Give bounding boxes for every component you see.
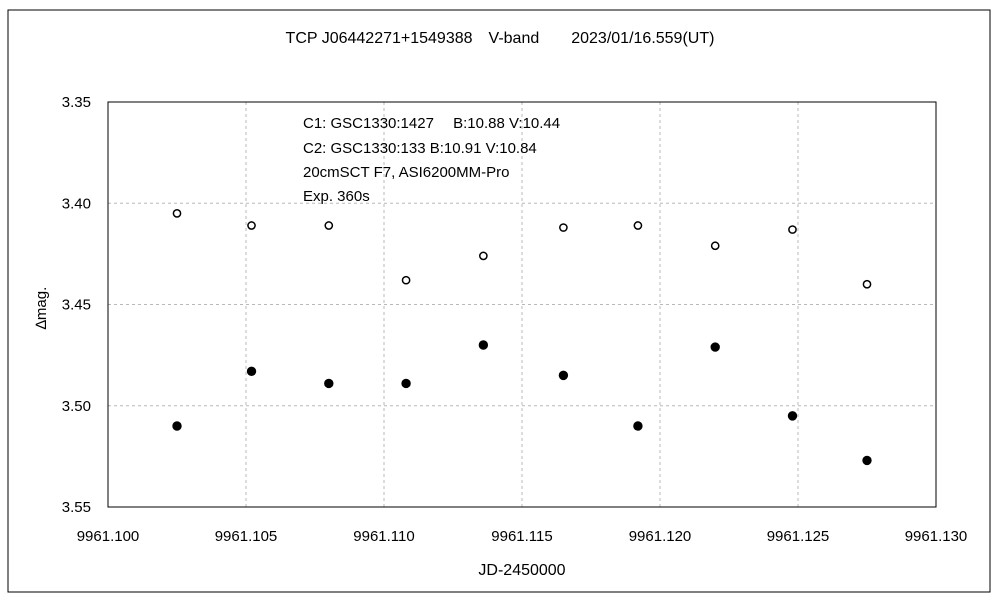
chart-frame — [7, 9, 991, 593]
annotation-line-2: C2: GSC1330:133 B:10.91 V:10.84 — [303, 140, 537, 157]
filled-circle-point — [478, 340, 489, 350]
open-circle-point — [788, 225, 797, 234]
y-tick-label: 3.35 — [62, 94, 91, 111]
grid-layer — [108, 102, 936, 507]
series-1 — [172, 209, 872, 289]
open-circle-point — [247, 221, 256, 230]
x-tick-label: 9961.115 — [491, 528, 552, 545]
open-circle-point — [324, 221, 334, 230]
filled-circle-point — [324, 378, 334, 389]
x-tick-labels: 9961.100 9961.105 9961.110 9961.115 9961.120… — [77, 528, 968, 545]
y-tick-label: 3.50 — [62, 398, 91, 415]
filled-circle-point — [558, 370, 569, 381]
x-tick-label: 9961.100 — [77, 528, 140, 545]
annotation-line-4: Exp. 360s — [303, 188, 370, 205]
y-tick-label: 3.45 — [62, 297, 91, 314]
annotation-line-1: C1: GSC1330:1427 B:10.88 V:10.44 — [303, 115, 560, 132]
chart-title: TCP J06442271+1549388 V-band 2023/01/16.… — [286, 30, 715, 47]
series-2 — [172, 340, 872, 466]
plot-area — [107, 101, 937, 508]
open-circle-point — [401, 275, 411, 285]
filled-circle-point — [401, 378, 411, 389]
open-circle-point — [710, 241, 720, 251]
x-axis-label: JD-2450000 — [478, 562, 565, 579]
filled-circle-point — [633, 421, 643, 431]
open-circle-point — [479, 251, 488, 261]
open-circle-point — [172, 209, 182, 218]
x-tick-label: 9961.120 — [629, 528, 692, 545]
open-circle-point — [559, 223, 568, 232]
y-tick-label: 3.40 — [62, 195, 91, 212]
filled-circle-point — [862, 455, 872, 466]
x-tick-label: 9961.110 — [353, 528, 414, 545]
filled-circle-point — [172, 421, 182, 431]
x-tick-label: 9961.105 — [215, 528, 278, 545]
filled-circle-point — [787, 411, 798, 421]
x-tick-label: 9961.125 — [767, 528, 830, 545]
annotation-line-3: 20cmSCT F7, ASI6200MM-Pro — [303, 164, 509, 181]
y-tick-labels: 3.35 3.40 3.45 3.50 3.55 — [62, 94, 91, 516]
filled-circle-point — [710, 342, 720, 352]
filled-circle-point — [246, 366, 257, 377]
open-circle-point — [633, 221, 643, 230]
y-tick-label: 3.55 — [62, 499, 91, 516]
x-tick-label: 9961.130 — [905, 528, 968, 545]
y-axis-label: ∆mag. — [33, 287, 50, 330]
annotation-block: C1: GSC1330:1427 B:10.88 V:10.44 C2: GSC… — [303, 115, 560, 205]
points-layer — [172, 209, 872, 466]
open-circle-point — [862, 279, 872, 289]
